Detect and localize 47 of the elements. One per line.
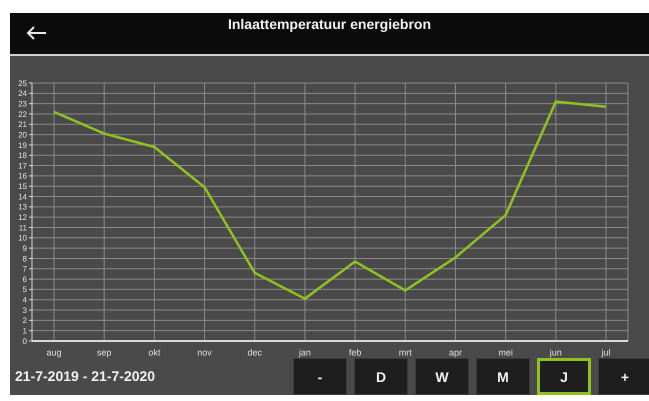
button: M — [476, 358, 530, 395]
button: - — [293, 358, 347, 395]
y-tick-label: 8 — [22, 254, 28, 264]
y-tick-label: 5 — [22, 285, 28, 294]
button: + — [598, 358, 649, 395]
y-tick-label: 4 — [22, 296, 28, 305]
y-tick-label: 25 — [18, 78, 28, 88]
y-tick-label: 14 — [18, 192, 28, 202]
y-tick-label: 20 — [18, 130, 28, 140]
y-tick-label: 2 — [22, 316, 28, 326]
y-tick-label: 6 — [22, 274, 28, 284]
y-tick-label: 11 — [18, 223, 28, 232]
y-tick-label: 12 — [18, 213, 28, 222]
chart-title: Inlaattemperatuur energiebron — [226, 16, 432, 32]
button: D — [354, 358, 408, 395]
button: W — [415, 358, 469, 395]
x-tick-label: aug — [46, 347, 62, 358]
y-tick-label: 22 — [18, 110, 28, 119]
x-tick-label: mei — [498, 347, 513, 358]
line-series — [52, 100, 608, 300]
y-tick-label: 13 — [18, 202, 28, 212]
y-tick-label: 7 — [22, 264, 28, 274]
text: 21-7-2019 - 21-7-2020 — [15, 368, 156, 384]
y-tick-label: 10 — [18, 234, 28, 243]
button: J — [537, 358, 591, 395]
y-tick-label: 9 — [22, 244, 28, 253]
y-tick-label: 18 — [18, 151, 28, 160]
x-tick-label: nov — [197, 347, 212, 358]
y-tick-label: 1 — [22, 326, 28, 336]
y-tick-label: 15 — [18, 182, 28, 192]
y-tick-label: 23 — [18, 99, 28, 108]
x-tick-label: okt — [148, 347, 161, 358]
x-tick-label: mrt — [398, 347, 412, 358]
y-tick-label: 0 — [22, 336, 28, 346]
y-tick-label: 24 — [18, 89, 28, 98]
x-tick-label: feb — [348, 347, 362, 358]
y-tick-label: 17 — [18, 161, 28, 170]
y-tick-label: 21 — [18, 120, 28, 130]
y-tick-label: 19 — [18, 140, 28, 150]
x-tick-label: jul — [600, 347, 611, 358]
y-tick-label: 3 — [22, 306, 28, 315]
y-tick-label: 16 — [18, 172, 28, 181]
x-tick-label: sep — [96, 347, 112, 358]
x-tick-label: apr — [448, 347, 462, 358]
x-tick-label: jun — [548, 347, 562, 358]
x-tick-label: jan — [298, 347, 311, 358]
x-tick-label: dec — [247, 347, 262, 358]
